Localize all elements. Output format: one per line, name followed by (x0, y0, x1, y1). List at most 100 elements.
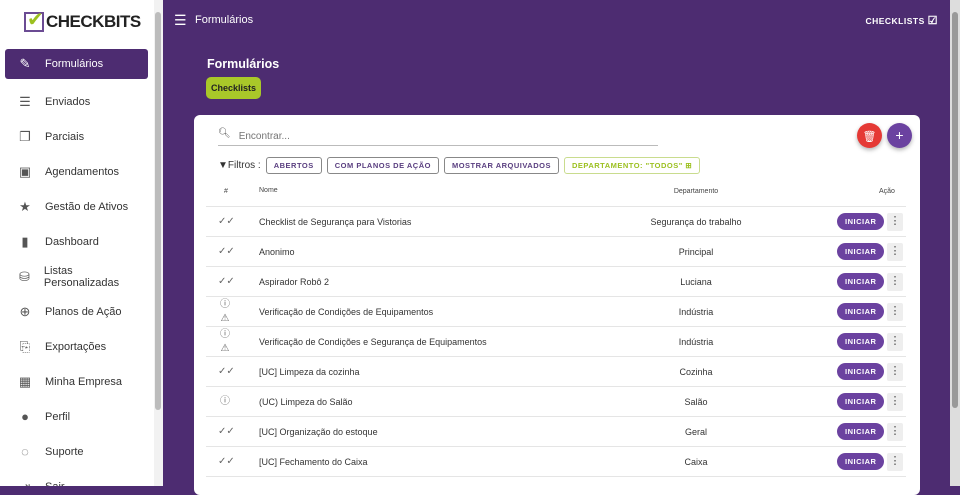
start-button[interactable]: INICIAR (837, 453, 885, 470)
filter-action-plans-button[interactable]: COM PLANOS DE AÇÃO (326, 157, 439, 174)
sidebar-item-exportacoes[interactable]: ⎘ Exportações (5, 329, 148, 364)
sidebar-item-agendamentos[interactable]: ▣ Agendamentos (5, 154, 148, 189)
more-options-icon[interactable]: ⋮ (887, 393, 903, 411)
file-check-icon: ☰ (19, 93, 31, 109)
form-name[interactable]: [UC] Limpeza da cozinha (259, 367, 360, 377)
start-button[interactable]: INICIAR (837, 363, 885, 380)
add-form-button[interactable]: + (887, 123, 912, 148)
form-name[interactable]: Anonimo (259, 247, 295, 257)
table-row: ⓘ ⚠ Verificação de Condições e Segurança d… (206, 327, 906, 357)
page-title: Formulários (207, 57, 280, 71)
more-options-icon[interactable]: ⋮ (887, 333, 903, 351)
hamburger-menu-icon[interactable]: ☰ (174, 12, 187, 28)
table-row: ⓘ (UC) Limpeza do Salão Salão INICIAR ⋮ (206, 387, 906, 417)
sidebar-item-label: Dashboard (45, 235, 99, 248)
table-row: ✓✓ [UC] Fechamento do Caixa Caixa INICIAR ⋮ (206, 447, 906, 477)
filter-open-button[interactable]: ABERTOS (265, 157, 322, 174)
sidebar-item-listas-personalizadas[interactable]: ⛁ Listas Personalizadas (5, 259, 148, 294)
more-options-icon[interactable]: ⋮ (887, 453, 903, 471)
start-button[interactable]: INICIAR (837, 243, 885, 260)
delete-forms-button[interactable]: 🗑 (857, 123, 882, 148)
database-icon: ⛁ (19, 268, 30, 284)
sidebar-scrollbar-thumb[interactable] (155, 12, 161, 410)
checklists-button[interactable]: CHECKLISTS ☑ (865, 15, 938, 27)
more-options-icon[interactable]: ⋮ (887, 243, 903, 261)
start-button[interactable]: INICIAR (837, 303, 885, 320)
checkbits-logo[interactable]: CHECKBITS (24, 7, 141, 32)
form-department: Indústria (678, 337, 714, 347)
form-name[interactable]: [UC] Organização do estoque (259, 427, 378, 437)
calendar-check-icon: ▣ (18, 163, 32, 179)
hierarchy-icon: ⊞ (685, 161, 693, 170)
start-button[interactable]: INICIAR (837, 273, 885, 290)
table-row: ✓✓ [UC] Organização do estoque Geral INICIA… (206, 417, 906, 447)
sidebar-nav: ✎ Formulários ☰ Enviados ❐ Parciais ▣ Agendamen… (5, 49, 148, 486)
file-edit-icon: ✎ (19, 56, 31, 71)
sidebar-item-formularios[interactable]: ✎ Formulários (5, 49, 148, 79)
info-icon: ⓘ (220, 329, 230, 340)
warning-icon: ⚠ (220, 343, 230, 354)
sidebar-item-enviados[interactable]: ☰ Enviados (5, 84, 148, 119)
department-filter-button[interactable]: DEPARTAMENTO: "TODOS" ⊞ (563, 157, 701, 174)
start-button[interactable]: INICIAR (837, 213, 885, 230)
more-options-icon[interactable]: ⋮ (887, 273, 903, 291)
logout-icon: ⇥ (19, 478, 31, 487)
search-field[interactable]: 🔍︎ (218, 128, 658, 146)
table-header: # Nome Departamento Ação (206, 185, 906, 207)
sidebar: CHECKBITS ✎ Formulários ☰ Enviados ❐ Parciais… (0, 0, 163, 486)
sidebar-item-perfil[interactable]: ● Perfil (5, 399, 148, 434)
info-icon: ⓘ (220, 299, 230, 310)
more-options-icon[interactable]: ⋮ (887, 423, 903, 441)
filter-archived-button[interactable]: MOSTRAR ARQUIVADOS (443, 157, 559, 174)
more-options-icon[interactable]: ⋮ (887, 303, 903, 321)
more-options-icon[interactable]: ⋮ (887, 363, 903, 381)
form-department: Cozinha (679, 367, 713, 377)
form-department: Luciana (680, 277, 712, 287)
sidebar-item-label: Formulários (45, 58, 104, 70)
sidebar-item-dashboard[interactable]: ▮ Dashboard (5, 224, 148, 259)
form-name[interactable]: Verificação de Condições de Equipamentos (259, 307, 434, 317)
sidebar-item-planos-de-acao[interactable]: ⊕ Planos de Ação (5, 294, 148, 329)
top-bar: ☰ Formulários CHECKLISTS ☑ (163, 0, 950, 40)
sidebar-item-sair[interactable]: ⇥ Sair (5, 469, 148, 487)
bar-chart-icon: ▮ (21, 233, 29, 249)
export-file-icon: ⎘ (19, 338, 31, 354)
sidebar-item-suporte[interactable]: ◌ Suporte (5, 434, 148, 469)
sidebar-item-label: Parciais (45, 130, 85, 143)
trash-list-icon: 🗑 (862, 131, 877, 143)
checkbox-icon: ☑ (927, 15, 938, 27)
files-icon: ❐ (19, 128, 31, 144)
filter-label: ▼Filtros : (218, 160, 261, 171)
form-name[interactable]: Aspirador Robô 2 (259, 277, 330, 287)
sidebar-item-gestao-de-ativos[interactable]: ★ Gestão de Ativos (5, 189, 148, 224)
sidebar-item-minha-empresa[interactable]: ▦ Minha Empresa (5, 364, 148, 399)
start-button[interactable]: INICIAR (837, 423, 885, 440)
sidebar-scrollbar[interactable] (154, 0, 163, 486)
sidebar-item-label: Perfil (45, 410, 71, 423)
form-name[interactable]: Checklist de Segurança para Vistorias (259, 217, 412, 227)
more-options-icon[interactable]: ⋮ (887, 213, 903, 231)
search-input[interactable] (238, 128, 658, 145)
sidebar-item-label: Agendamentos (45, 165, 119, 178)
star-tools-icon: ★ (19, 198, 31, 214)
checklists-chip[interactable]: Checklists (206, 77, 262, 99)
sidebar-item-label: Gestão de Ativos (45, 200, 129, 213)
chat-icon: ◌ (21, 444, 29, 459)
table-row: ⓘ ⚠ Verificação de Condições de Equipament… (206, 297, 906, 327)
check-box-icon (24, 7, 44, 32)
start-button[interactable]: INICIAR (837, 333, 885, 350)
sidebar-item-label: Sair (45, 481, 65, 487)
main-scrollbar[interactable] (950, 0, 960, 486)
main-scrollbar-thumb[interactable] (952, 12, 958, 408)
sidebar-item-label: Listas Personalizadas (43, 264, 120, 289)
header-name: Nome (259, 187, 278, 194)
sidebar-item-parciais[interactable]: ❐ Parciais (5, 119, 148, 154)
double-check-icon: ✓✓ (218, 246, 235, 257)
form-department: Caixa (684, 457, 708, 467)
filter-icon: ▼ (218, 160, 228, 171)
form-name[interactable]: Verificação de Condições e Segurança de … (259, 337, 487, 347)
form-name[interactable]: (UC) Limpeza do Salão (259, 397, 353, 407)
start-button[interactable]: INICIAR (837, 393, 885, 410)
header-dept: Departamento (673, 188, 719, 195)
form-name[interactable]: [UC] Fechamento do Caixa (259, 457, 368, 467)
